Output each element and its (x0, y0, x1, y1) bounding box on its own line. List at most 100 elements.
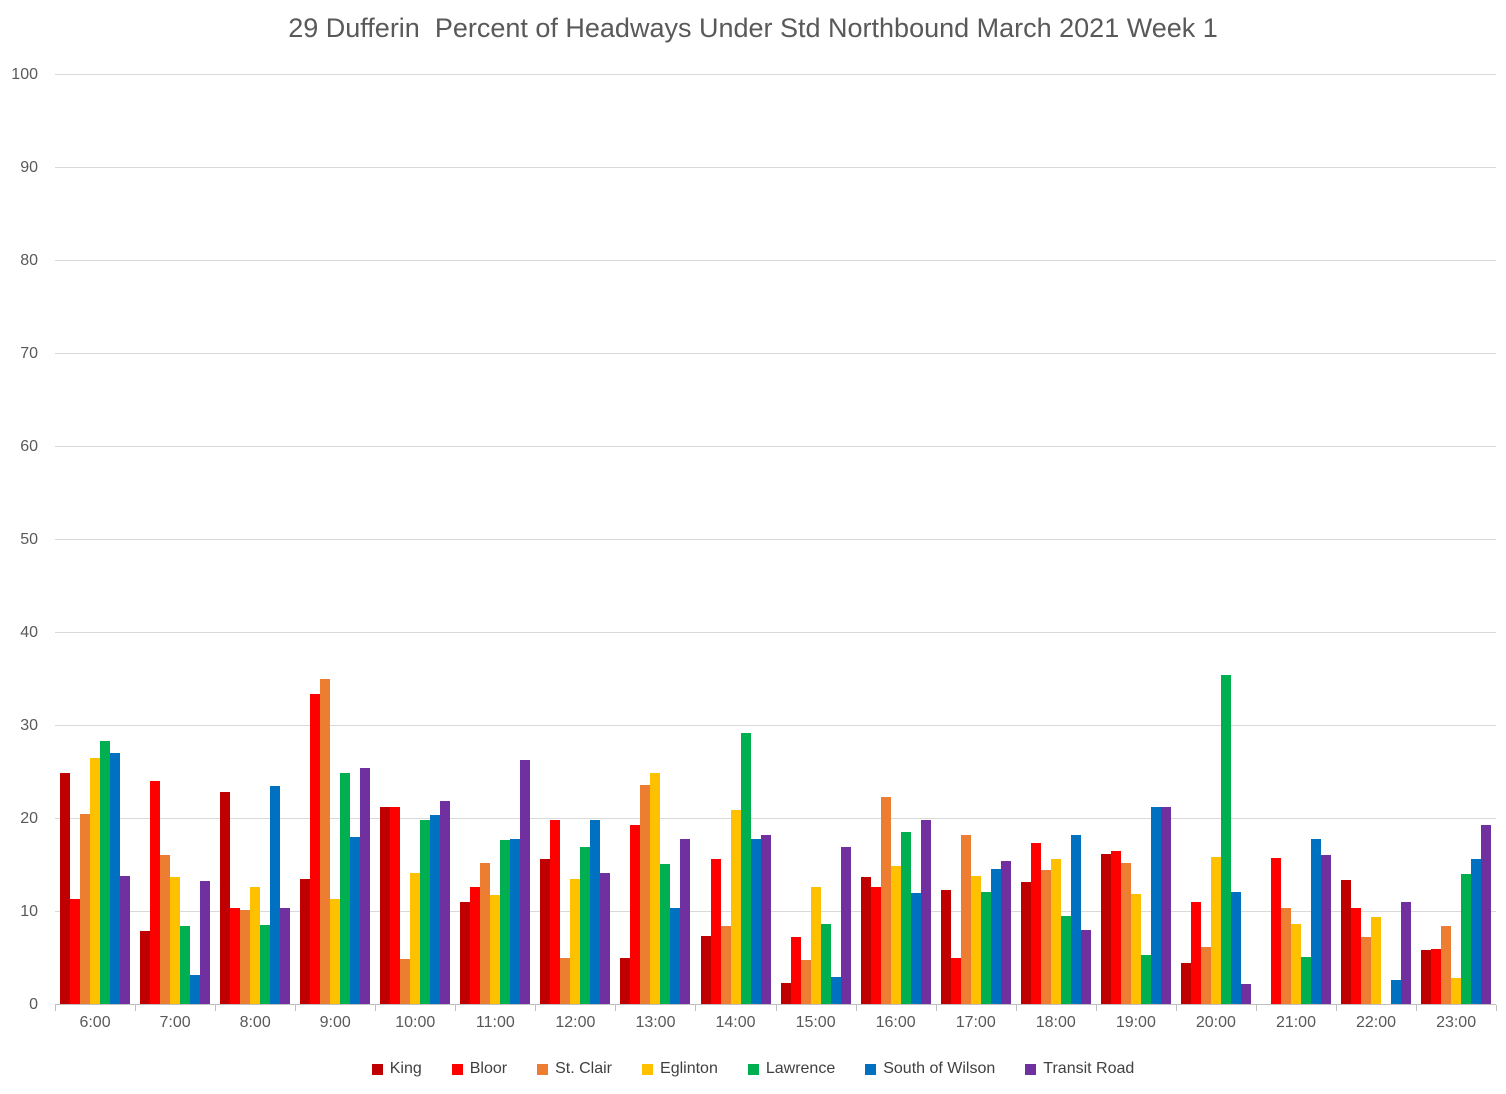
bar-group-7-00 (135, 75, 215, 1005)
legend-item-transit-road: Transit Road (1025, 1060, 1134, 1078)
gridline-60 (55, 446, 1496, 447)
bar-lawrence-21-00 (1300, 956, 1311, 1005)
x-tick-label-21-00: 21:00 (1275, 1014, 1316, 1031)
bloor-swatch-icon (451, 1063, 463, 1075)
bar-transit-road-21-00 (1320, 855, 1331, 1005)
bar-group-12-00 (535, 75, 615, 1005)
x-axis-tick (1095, 1005, 1097, 1011)
bar-eglinton-20-00 (1210, 857, 1221, 1005)
bar-south-of-wilson-13-00 (670, 908, 681, 1005)
bar-lawrence-9-00 (340, 773, 351, 1005)
bar-bloor-20-00 (1190, 901, 1201, 1005)
bar-st-clair-18-00 (1040, 870, 1051, 1005)
bar-lawrence-10-00 (420, 819, 431, 1005)
x-axis-tick (855, 1005, 857, 1011)
x-axis-tick (615, 1005, 617, 1011)
bar-group-13-00 (615, 75, 695, 1005)
x-tick-label-22-00: 22:00 (1356, 1014, 1397, 1031)
gridline-70 (55, 353, 1496, 354)
bar-st-clair-16-00 (880, 796, 891, 1005)
king-swatch-icon (371, 1063, 383, 1075)
bar-st-clair-14-00 (720, 925, 731, 1005)
x-axis-tick (295, 1005, 297, 1011)
bar-bloor-11-00 (470, 886, 481, 1005)
bar-lawrence-13-00 (660, 863, 671, 1005)
bar-bloor-16-00 (870, 886, 881, 1005)
bar-lawrence-14-00 (740, 733, 751, 1005)
bar-transit-road-7-00 (200, 881, 211, 1005)
x-axis-tick (135, 1005, 137, 1011)
legend-label-transit-road: Transit Road (1043, 1060, 1135, 1077)
bar-king-10-00 (380, 806, 391, 1005)
x-axis-tick (1415, 1005, 1417, 1011)
bar-st-clair-19-00 (1120, 862, 1131, 1005)
bar-eglinton-6-00 (90, 757, 101, 1005)
bar-transit-road-10-00 (440, 801, 451, 1005)
y-tick-label-30: 30 (20, 717, 38, 734)
bar-bloor-15-00 (790, 937, 801, 1005)
bar-st-clair-17-00 (960, 834, 971, 1005)
x-tick-label-11-00: 11:00 (475, 1014, 515, 1031)
bar-king-19-00 (1100, 854, 1111, 1005)
bar-group-20-00 (1176, 75, 1256, 1005)
y-tick-label-100: 100 (11, 66, 38, 83)
bar-south-of-wilson-9-00 (350, 836, 361, 1005)
bar-group-15-00 (776, 75, 856, 1005)
gridline-10 (55, 911, 1496, 912)
bar-lawrence-17-00 (980, 891, 991, 1005)
x-tick-label-8-00: 8:00 (239, 1014, 271, 1031)
bar-south-of-wilson-6-00 (110, 752, 121, 1005)
x-tick-label-14-00: 14:00 (715, 1014, 756, 1031)
bar-eglinton-19-00 (1130, 894, 1141, 1005)
bar-group-14-00 (696, 75, 776, 1005)
gridline-80 (55, 260, 1496, 261)
bar-king-9-00 (300, 879, 311, 1005)
gridline-30 (55, 725, 1496, 726)
bar-group-19-00 (1096, 75, 1176, 1005)
legend-label-st-clair: St. Clair (555, 1060, 613, 1077)
legend-label-eglinton: Eglinton (660, 1060, 718, 1077)
bar-st-clair-15-00 (800, 960, 811, 1005)
bar-south-of-wilson-8-00 (270, 785, 281, 1005)
y-tick-label-0: 0 (29, 996, 38, 1013)
bar-south-of-wilson-22-00 (1391, 979, 1402, 1005)
bar-king-18-00 (1020, 882, 1031, 1005)
plot-area (55, 74, 1496, 1005)
x-tick-label-13-00: 13:00 (635, 1014, 676, 1031)
bar-eglinton-12-00 (570, 879, 581, 1005)
gridline-40 (55, 632, 1496, 633)
legend-label-south-of-wilson: South of Wilson (883, 1060, 996, 1077)
bar-lawrence-6-00 (100, 740, 111, 1005)
chart-title: 29 Dufferin Percent of Headways Under St… (288, 13, 1218, 43)
bar-group-23-00 (1416, 75, 1496, 1005)
bar-south-of-wilson-18-00 (1070, 834, 1081, 1005)
legend-label-lawrence: Lawrence (765, 1060, 836, 1077)
bar-transit-road-19-00 (1160, 806, 1171, 1005)
bar-st-clair-11-00 (480, 862, 491, 1005)
gridline-100 (55, 74, 1496, 75)
bar-st-clair-20-00 (1200, 947, 1211, 1005)
legend: King Bloor St. Clair Eglinton Lawrence South … (0, 1060, 1506, 1078)
y-axis-labels: 0 10 20 30 40 50 60 70 80 90 100 (0, 66, 44, 1013)
bar-bloor-21-00 (1270, 858, 1281, 1005)
bar-south-of-wilson-17-00 (990, 869, 1001, 1005)
bar-south-of-wilson-15-00 (830, 977, 841, 1005)
x-axis-tick (1335, 1005, 1337, 1011)
bar-eglinton-22-00 (1371, 916, 1382, 1005)
bar-transit-road-22-00 (1401, 901, 1412, 1005)
legend-item-lawrence: Lawrence (747, 1060, 836, 1078)
bar-south-of-wilson-16-00 (910, 893, 921, 1005)
bar-south-of-wilson-12-00 (590, 819, 601, 1005)
bar-eglinton-23-00 (1451, 978, 1462, 1005)
bar-king-12-00 (540, 859, 551, 1005)
x-tick-label-7-00: 7:00 (159, 1014, 191, 1031)
bar-south-of-wilson-14-00 (750, 839, 761, 1005)
bar-transit-road-9-00 (360, 767, 371, 1005)
bar-bloor-9-00 (310, 694, 321, 1005)
bar-transit-road-23-00 (1481, 824, 1492, 1005)
legend-label-bloor: Bloor (469, 1060, 508, 1077)
bar-bloor-6-00 (70, 898, 81, 1005)
bar-st-clair-10-00 (400, 958, 411, 1005)
x-tick-label-9-00: 9:00 (319, 1014, 351, 1031)
x-tick-label-6-00: 6:00 (79, 1014, 111, 1031)
